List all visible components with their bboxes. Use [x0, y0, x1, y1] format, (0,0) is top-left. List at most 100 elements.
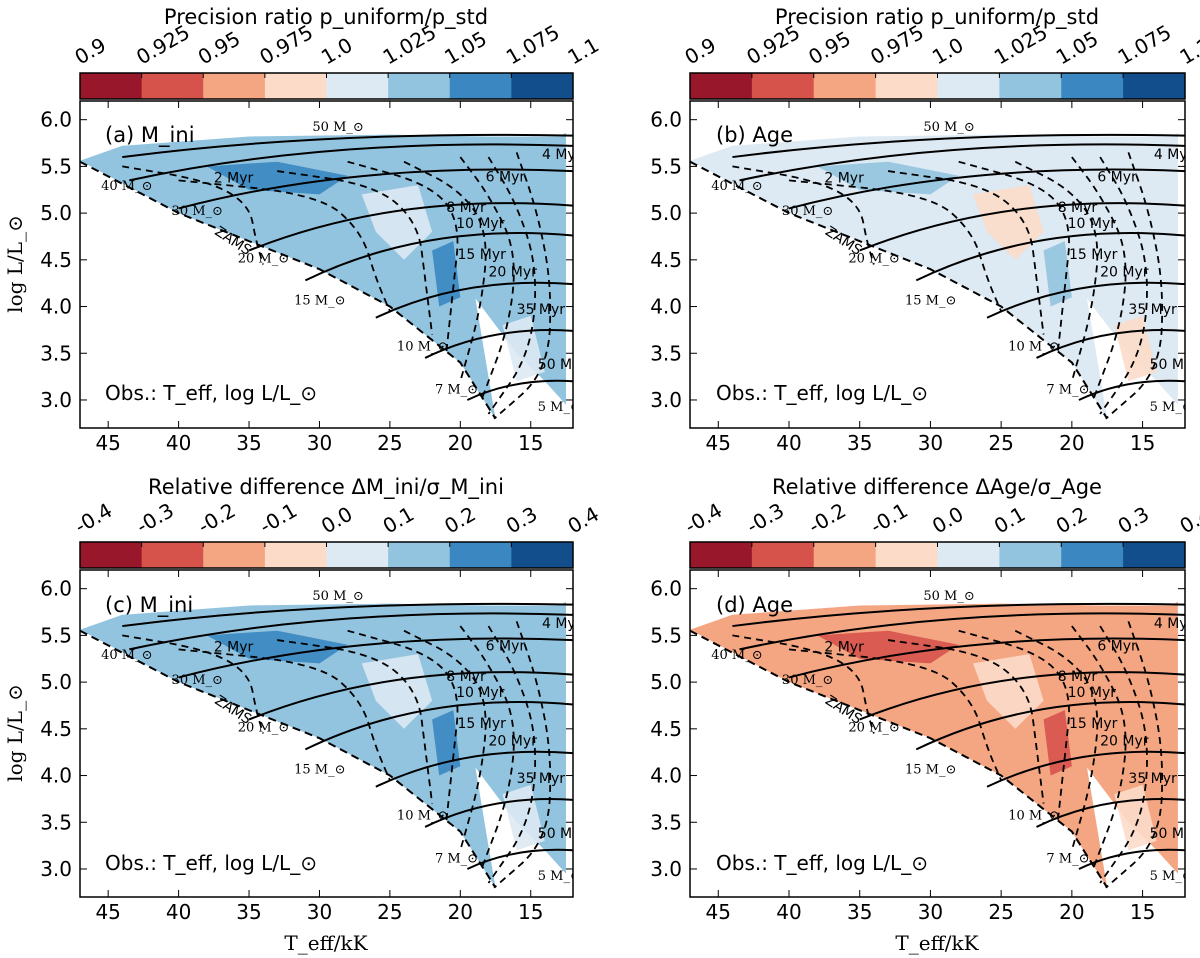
- mass-track: [915, 701, 1185, 751]
- colorbar-swatch: [203, 542, 266, 568]
- contour-region: [80, 601, 566, 888]
- colorbar-tick-label: 0.2: [440, 502, 480, 539]
- panel-a: Precision ratio p_uniform/p_std 0.9 0.925…: [3, 5, 603, 455]
- y-tick-label: 5.0: [40, 670, 72, 694]
- isochrone: [178, 648, 391, 781]
- isochrone: [403, 160, 487, 382]
- isochrone: [487, 156, 537, 415]
- mass-track: [739, 143, 1185, 182]
- mass-track: [1036, 329, 1185, 359]
- x-tick-label: 20: [448, 900, 473, 924]
- colorbar-tick-label: -0.3: [742, 498, 788, 538]
- mass-track: [788, 637, 1185, 679]
- colorbar-tick-label: 1.05: [440, 26, 491, 69]
- isochrone: [958, 629, 1070, 823]
- mass-label: 15 M_⊙: [905, 763, 956, 778]
- colorbar-tick-label: 1.1: [1176, 33, 1200, 70]
- mass-track: [732, 602, 1185, 628]
- isochrone: [732, 165, 875, 265]
- mass-track: [986, 750, 1185, 788]
- isochrone-label: 8 Myr: [446, 669, 486, 685]
- isochrone-label: 50 Myr: [1150, 357, 1199, 373]
- colorbar: 0.9 0.925 0.95 0.975 1.0 1.025 1.05 1.075 1.1: [71, 20, 603, 100]
- isochrone-label: 35 Myr: [517, 771, 566, 787]
- mass-label: 7 M_⊙: [435, 382, 478, 397]
- x-tick-label: 20: [1059, 431, 1084, 455]
- colorbar-tick-label: 0.2: [1052, 502, 1092, 539]
- y-tick-label: 5.0: [650, 670, 682, 694]
- mass-track: [986, 281, 1185, 319]
- y-tick-label: 5.0: [40, 201, 72, 225]
- colorbar-swatch: [326, 73, 389, 99]
- colorbar-tick-label: 0.95: [194, 26, 245, 69]
- colorbar-tick-label: -0.1: [255, 498, 301, 538]
- mass-label: 30 M_⊙: [172, 673, 223, 688]
- mass-track: [1036, 798, 1185, 828]
- mass-track: [739, 612, 1185, 651]
- isochrone-label: 2 Myr: [824, 639, 864, 655]
- isochrone: [493, 621, 552, 889]
- mass-label: 30 M_⊙: [782, 673, 833, 688]
- isochrone: [347, 160, 459, 354]
- isochrone-label: 6 Myr: [486, 169, 526, 185]
- x-tick-label: 20: [1059, 900, 1084, 924]
- colorbar-tick-label: 0.0: [317, 502, 357, 539]
- contour-patch: [817, 161, 959, 195]
- x-tick-label: 15: [1130, 431, 1155, 455]
- mass-label: 30 M_⊙: [782, 204, 833, 219]
- x-tick-label: 45: [706, 431, 731, 455]
- mass-label: 40 M_⊙: [711, 648, 762, 663]
- x-axis-label: T_eff/kK: [895, 931, 979, 955]
- y-tick-label: 4.5: [40, 248, 72, 272]
- isochrone-label: 8 Myr: [446, 200, 486, 216]
- mass-label: 40 M_⊙: [711, 179, 762, 194]
- mass-label: 20 M_⊙: [238, 252, 289, 267]
- panel-b: Precision ratio p_uniform/p_std 0.9 0.925…: [650, 5, 1200, 455]
- isochrone-label: 20 Myr: [1100, 265, 1149, 281]
- mass-label: 15 M_⊙: [294, 763, 345, 778]
- mass-label: 15 M_⊙: [905, 294, 956, 309]
- isochrone-label: 2 Myr: [214, 170, 254, 186]
- colorbar-tick-label: -0.4: [681, 498, 727, 538]
- x-tick-label: 25: [988, 900, 1013, 924]
- contour-region: [80, 132, 566, 419]
- isochrone: [347, 629, 459, 823]
- contour-region: [690, 601, 1178, 888]
- mass-track: [732, 133, 1185, 159]
- isochrone-label: 15 Myr: [457, 716, 506, 732]
- colorbar-swatch: [388, 542, 451, 568]
- isochrone: [887, 170, 1045, 335]
- x-axis-label: T_eff/kK: [284, 931, 368, 955]
- isochrone: [1099, 156, 1148, 415]
- mass-label: 5 M_⊙: [538, 869, 581, 884]
- mass-label: 50 M_⊙: [312, 589, 363, 604]
- isochrone-label: 50 Myr: [538, 826, 587, 842]
- y-tick-label: 3.0: [40, 857, 72, 881]
- colorbar-tick-label: 0.3: [1114, 502, 1154, 539]
- isochrone: [487, 625, 537, 884]
- colorbar-swatch: [264, 73, 327, 99]
- isochrone: [1014, 160, 1099, 382]
- y-tick-label: 6.0: [650, 108, 682, 132]
- colorbar-swatch: [511, 542, 574, 568]
- colorbar: -0.4 -0.3 -0.2 -0.1 0.0 0.1 0.2 0.3 0.4: [681, 498, 1200, 569]
- isochrone-label: 6 Myr: [1097, 638, 1137, 654]
- colorbar-tick-label: 1.05: [1052, 26, 1103, 69]
- isochrone-label: 10 Myr: [456, 685, 505, 701]
- isochrone: [1071, 156, 1127, 401]
- mass-label: 50 M_⊙: [312, 120, 363, 135]
- mass-label: 5 M_⊙: [1150, 400, 1193, 415]
- axes-frame: [79, 100, 574, 429]
- isochrone-label: 10 Myr: [456, 216, 505, 232]
- isochrone-label: 15 Myr: [1069, 716, 1118, 732]
- colorbar-swatch: [1061, 73, 1124, 99]
- isochrone-label: 20 Myr: [488, 734, 537, 750]
- colorbar-swatch: [813, 542, 877, 568]
- mass-track: [178, 168, 573, 210]
- isochrone-label: 50 Myr: [538, 357, 587, 373]
- y-tick-label: 4.5: [650, 717, 682, 741]
- isochrone: [1071, 625, 1127, 870]
- x-tick-label: 45: [95, 900, 120, 924]
